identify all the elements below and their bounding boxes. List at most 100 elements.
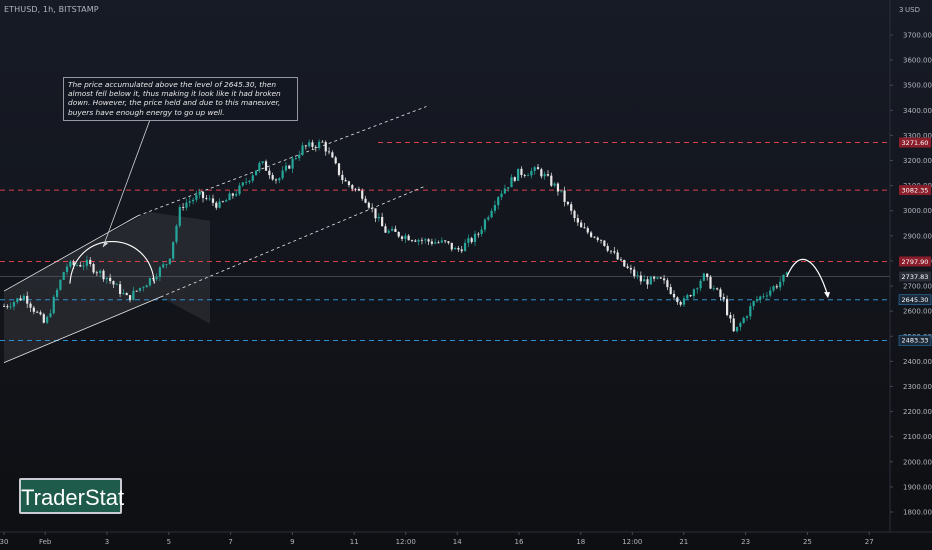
candle-body: [560, 190, 563, 192]
candle-body: [696, 288, 699, 290]
candle-body: [434, 242, 437, 244]
annotation-text-box[interactable]: The price accumulated above the level of…: [63, 77, 298, 121]
candle-body: [437, 242, 440, 244]
candle-body: [371, 207, 374, 209]
level-price-tag: [899, 256, 931, 267]
candle-body: [735, 326, 739, 332]
candle-body: [732, 318, 735, 332]
candle-body: [483, 219, 487, 230]
candle-body: [616, 252, 619, 260]
candle-body: [785, 272, 788, 275]
candle-body: [666, 280, 669, 288]
candle-body: [633, 269, 636, 277]
candle-body: [725, 298, 729, 316]
candle-body: [9, 306, 12, 308]
candle-body: [62, 272, 65, 280]
candle-body: [646, 279, 649, 285]
candle-body: [573, 210, 576, 219]
candle-body: [477, 233, 480, 235]
channel-upper-line-solid: [3, 215, 139, 292]
candle-body: [155, 276, 158, 280]
y-tick-label: 2400.00: [903, 358, 932, 366]
candle-body: [337, 163, 341, 175]
candle-body: [623, 259, 626, 267]
level-price-label: 2645.30: [902, 296, 929, 304]
level-price-tag: [898, 294, 932, 306]
candle-body: [513, 177, 516, 181]
candle-body: [208, 198, 211, 200]
candle-body: [324, 142, 327, 152]
candle-body: [248, 180, 251, 182]
x-tick-label: 5: [167, 538, 171, 546]
candle-body: [427, 239, 430, 242]
candle-body: [39, 312, 42, 315]
candle-body: [318, 141, 321, 148]
candle-body: [526, 175, 530, 177]
candle-body: [99, 270, 102, 274]
candle-body: [536, 167, 540, 170]
y-tick-label: 3500.00: [903, 82, 932, 90]
candle-body: [79, 265, 82, 267]
candle-body: [672, 293, 676, 298]
candle-body: [550, 175, 553, 186]
candle-body: [487, 217, 490, 220]
candle-body: [82, 265, 85, 267]
candle-body: [274, 179, 278, 181]
candle-body: [298, 154, 301, 159]
candle-body: [284, 165, 288, 171]
y-tick-label: 2200.00: [903, 408, 932, 416]
y-tick-label: 2600.00: [903, 308, 932, 316]
y-tick-label: 3300.00: [903, 132, 932, 140]
candle-body: [12, 302, 16, 307]
candle-body: [281, 170, 284, 179]
y-tick-label: 3200.00: [903, 157, 932, 165]
y-tick-label: 3000.00: [903, 207, 932, 215]
candle-body: [765, 295, 768, 297]
candle-body: [301, 145, 304, 155]
candle-body: [457, 248, 460, 250]
x-tick-label: 16: [515, 538, 524, 546]
candle-body: [152, 278, 155, 280]
candle-body: [454, 248, 457, 250]
candle-body: [729, 315, 732, 319]
candle-body: [699, 280, 702, 289]
current-price-label: 2737.83: [902, 273, 929, 281]
candle-body: [580, 222, 583, 228]
candle-body: [556, 183, 560, 192]
candle-body: [417, 239, 420, 242]
candle-body: [510, 177, 513, 188]
current-price-tag: [899, 271, 931, 282]
candle-body: [334, 157, 337, 164]
candle-body: [327, 151, 331, 153]
candle-body: [201, 191, 205, 198]
candle-body: [772, 286, 775, 291]
currency-label: USD: [905, 6, 920, 14]
candle-body: [659, 277, 662, 279]
candle-body: [586, 228, 589, 233]
candle-body: [172, 241, 175, 259]
level-price-label: 2797.90: [902, 258, 929, 266]
candle-body: [606, 245, 609, 251]
candle-body: [294, 158, 297, 160]
candle-body: [42, 314, 45, 323]
candle-body: [341, 174, 344, 181]
candle-body: [135, 290, 138, 292]
candle-body: [636, 275, 639, 277]
candle-body: [381, 216, 384, 227]
candle-body: [523, 175, 526, 176]
candle-body: [520, 168, 523, 176]
candle-body: [115, 284, 118, 286]
candle-body: [500, 193, 503, 198]
candle-body: [473, 233, 477, 243]
candle-body: [231, 193, 234, 196]
candle-body: [188, 201, 191, 203]
candle-body: [49, 313, 52, 317]
candle-body: [779, 281, 782, 288]
candle-body: [563, 190, 566, 202]
candle-body: [367, 202, 370, 208]
candle-body: [215, 202, 218, 208]
annotation-pointer-head: [103, 241, 108, 248]
candle-body: [480, 229, 483, 234]
candle-body: [211, 198, 215, 203]
